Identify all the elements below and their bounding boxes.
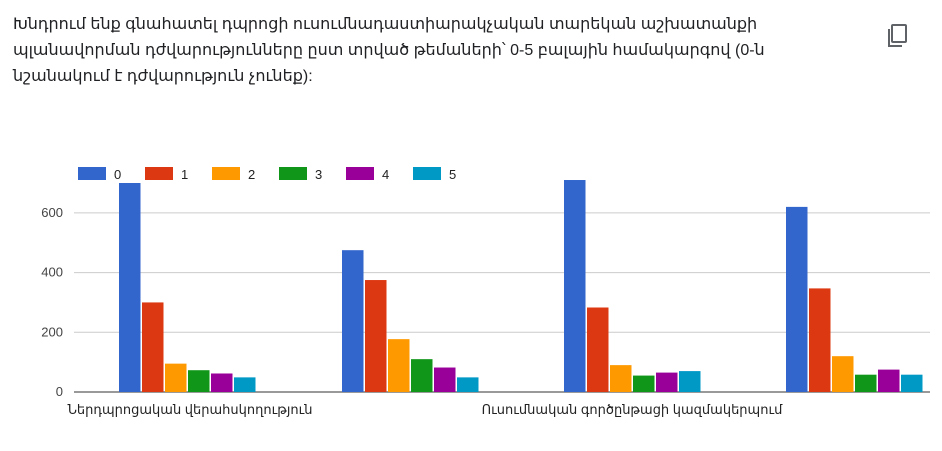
bar — [809, 288, 831, 392]
legend-swatch — [78, 167, 106, 180]
bar — [211, 373, 233, 392]
bar — [610, 365, 632, 392]
legend-label: 4 — [382, 167, 389, 182]
y-tick-label: 400 — [41, 265, 63, 280]
bar — [142, 302, 164, 392]
bar — [188, 370, 210, 392]
bar — [633, 375, 655, 392]
legend-label: 0 — [114, 167, 121, 182]
legend-label: 2 — [248, 167, 255, 182]
legend-label: 5 — [449, 167, 456, 182]
bar — [564, 180, 586, 392]
bar — [587, 307, 609, 392]
bar — [342, 250, 364, 392]
bar — [165, 363, 187, 392]
legend-swatch — [145, 167, 173, 180]
x-category-label: Ներդպրոցական վերահսկողություն — [67, 402, 312, 417]
legend-swatch — [346, 167, 374, 180]
y-tick-label: 600 — [41, 205, 63, 220]
bar — [901, 374, 923, 392]
question-title: Խնդրում ենք գնահատել դպրոցի ուսումնադաստ… — [13, 16, 765, 85]
bar — [434, 367, 456, 392]
bar — [878, 369, 900, 392]
y-tick-label: 200 — [41, 324, 63, 339]
bar — [388, 339, 410, 392]
y-tick-label: 0 — [56, 384, 63, 399]
legend-swatch — [279, 167, 307, 180]
bar — [234, 377, 256, 392]
x-category-label: Ուսումնական գործընթացի կազմակերպում — [482, 402, 783, 417]
legend-swatch — [413, 167, 441, 180]
bar — [365, 280, 387, 392]
bar — [656, 372, 678, 392]
bar — [855, 374, 877, 392]
legend-swatch — [212, 167, 240, 180]
bar — [411, 359, 433, 392]
legend-label: 1 — [181, 167, 188, 182]
bar — [457, 377, 479, 392]
bar — [119, 183, 141, 392]
copy-icon[interactable] — [880, 16, 914, 50]
bar — [679, 371, 701, 392]
bar — [832, 356, 854, 392]
bar — [786, 206, 808, 392]
legend-label: 3 — [315, 167, 322, 182]
bar-chart: 0 200 400 600 0 1 2 3 4 5 Ներդպրոցական վերահսկողու… — [41, 167, 930, 417]
